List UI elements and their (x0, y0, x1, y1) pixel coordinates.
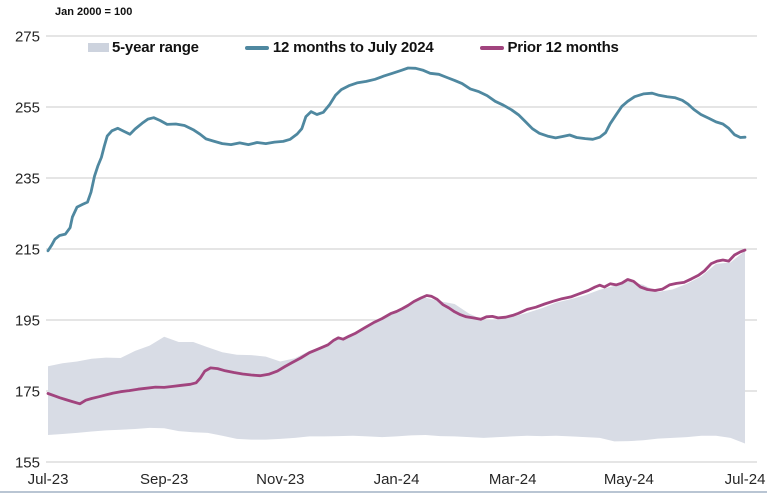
line-swatch-icon-current (244, 45, 269, 50)
chart-legend: 5-year range 12 months to July 2024 Prio… (88, 39, 619, 56)
legend-item-5-year-range: 5-year range (88, 39, 199, 56)
band-swatch-icon (88, 43, 109, 52)
legend-item-12-months-to-july-2024: 12 months to July 2024 (244, 39, 434, 56)
index-base-note: Jan 2000 = 100 (55, 6, 133, 18)
legend-label: Prior 12 months (507, 39, 619, 56)
x-tick-label: Jul-23 (28, 471, 69, 488)
y-tick-label: 175 (15, 384, 40, 401)
x-tick-label: Sep-23 (140, 471, 188, 488)
legend-item-prior-12-months: Prior 12 months (479, 39, 619, 56)
bottom-border-rule (0, 491, 767, 493)
five-year-range-band (48, 250, 745, 444)
x-tick-label: Jul-24 (725, 471, 766, 488)
y-tick-label: 235 (15, 171, 40, 188)
y-tick-label: 155 (15, 455, 40, 472)
y-tick-label: 195 (15, 313, 40, 330)
legend-label: 12 months to July 2024 (272, 39, 434, 56)
legend-label: 5-year range (112, 39, 199, 56)
x-tick-label: Jan-24 (374, 471, 420, 488)
line-swatch-icon-prior (479, 45, 504, 50)
x-tick-label: May-24 (604, 471, 654, 488)
x-tick-label: Mar-24 (489, 471, 537, 488)
x-tick-label: Nov-23 (256, 471, 304, 488)
y-tick-label: 215 (15, 242, 40, 259)
y-tick-label: 275 (15, 29, 40, 46)
series-line-current (46, 66, 747, 253)
y-tick-label: 255 (15, 100, 40, 117)
series-line-prior (46, 248, 747, 406)
